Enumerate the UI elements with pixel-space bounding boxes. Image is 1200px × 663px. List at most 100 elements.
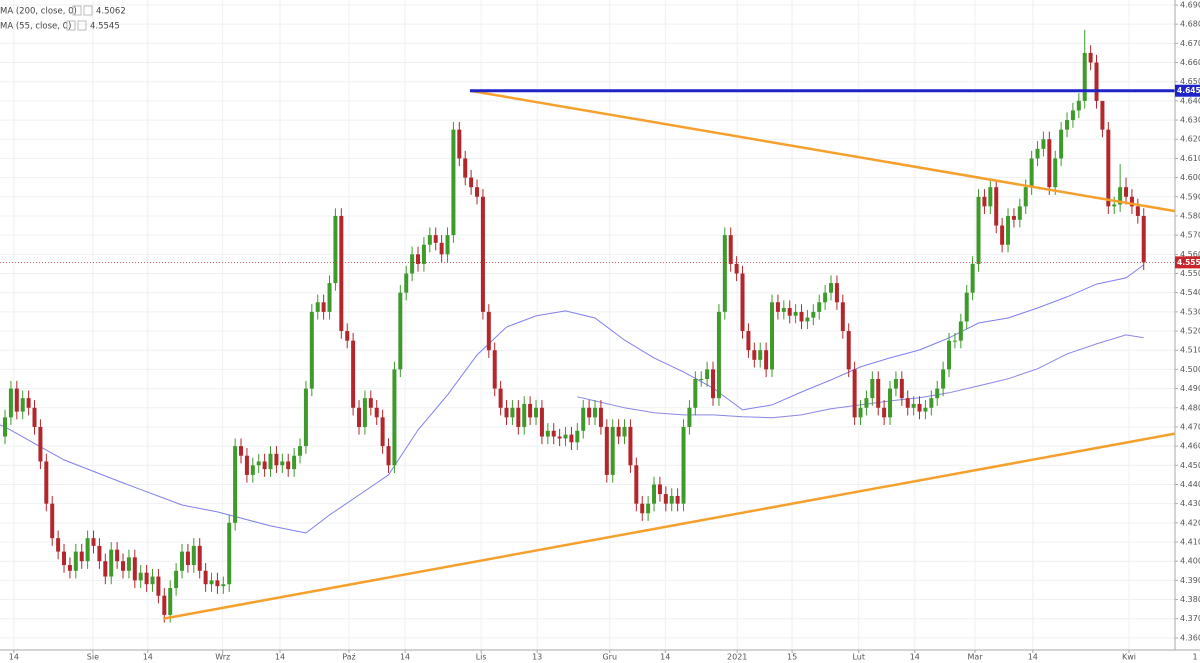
candle-body bbox=[233, 446, 238, 523]
candle-body bbox=[610, 426, 615, 475]
x-tick-label: Kwi bbox=[1122, 653, 1136, 662]
candle-body bbox=[1000, 225, 1005, 245]
y-tick-label: 4.6100 bbox=[1180, 154, 1200, 163]
candle-body bbox=[1112, 204, 1117, 207]
candle-body bbox=[138, 572, 143, 581]
candle-body bbox=[374, 407, 379, 418]
x-tick-label: Mar bbox=[967, 653, 983, 662]
candle-body bbox=[1141, 215, 1146, 263]
candle-body bbox=[1124, 187, 1129, 197]
candle-body bbox=[852, 369, 857, 418]
candle-body bbox=[197, 545, 202, 571]
close-icon[interactable] bbox=[83, 5, 93, 16]
x-tick-label: 13 bbox=[532, 653, 542, 662]
candle-body bbox=[504, 407, 509, 418]
candle-body bbox=[209, 580, 214, 585]
candle-body bbox=[445, 235, 450, 255]
candle-body bbox=[298, 446, 303, 456]
price-tag-label: 4.5558 bbox=[1177, 258, 1200, 267]
candle-body bbox=[79, 551, 84, 562]
trendline bbox=[162, 432, 1176, 620]
candle-body bbox=[728, 235, 733, 264]
candle-body bbox=[421, 244, 426, 264]
candle-body bbox=[50, 503, 55, 539]
candle-body bbox=[829, 283, 834, 293]
candle-body bbox=[486, 311, 491, 351]
candle-body bbox=[1106, 129, 1111, 207]
candle-body bbox=[168, 588, 173, 615]
candle-body bbox=[864, 398, 869, 408]
candle-body bbox=[805, 317, 810, 322]
x-tick-label: 14 bbox=[275, 653, 285, 662]
candle-body bbox=[1082, 52, 1087, 101]
candle-body bbox=[669, 495, 674, 504]
candle-body bbox=[174, 570, 179, 589]
candle-body bbox=[1047, 139, 1052, 188]
candle-body bbox=[752, 350, 757, 360]
candle-body bbox=[398, 292, 403, 370]
settings-icon[interactable] bbox=[66, 20, 76, 31]
candle-body bbox=[911, 403, 916, 408]
candle-body bbox=[239, 446, 244, 456]
candle-body bbox=[758, 350, 763, 360]
candle-body bbox=[740, 273, 745, 332]
candle-body bbox=[1059, 129, 1064, 159]
y-tick-label: 4.4100 bbox=[1180, 538, 1200, 547]
candle-body bbox=[368, 398, 373, 408]
candle-body bbox=[221, 584, 226, 587]
candle-body bbox=[764, 350, 769, 370]
candle-body bbox=[91, 538, 96, 546]
candle-body bbox=[244, 455, 249, 475]
candle-body bbox=[905, 398, 910, 408]
candle-body bbox=[1129, 196, 1134, 207]
candle-body bbox=[652, 484, 657, 504]
settings-icon[interactable] bbox=[72, 5, 82, 16]
candle-body bbox=[539, 407, 544, 437]
candle-body bbox=[876, 378, 881, 408]
candle-body bbox=[404, 273, 409, 293]
candle-body bbox=[410, 254, 415, 274]
candle-body bbox=[817, 302, 822, 312]
candle-body bbox=[775, 302, 780, 312]
y-tick-label: 4.6400 bbox=[1180, 96, 1200, 105]
candle-body bbox=[351, 340, 356, 408]
candle-body bbox=[705, 369, 710, 379]
candle-body bbox=[888, 388, 893, 418]
candle-body bbox=[97, 545, 102, 562]
candle-body bbox=[646, 503, 651, 514]
candle-body bbox=[1011, 215, 1016, 220]
candle-body bbox=[333, 215, 338, 284]
candle-body bbox=[781, 308, 786, 312]
candle-body bbox=[115, 549, 120, 562]
x-tick-label: Lis bbox=[476, 653, 487, 662]
candle-body bbox=[144, 572, 149, 585]
y-tick-label: 4.6600 bbox=[1180, 58, 1200, 67]
candle-body bbox=[846, 331, 851, 370]
y-tick-label: 4.4800 bbox=[1180, 403, 1200, 412]
candle-body bbox=[528, 403, 533, 418]
candle-body bbox=[309, 311, 314, 389]
x-tick-label: Wrz bbox=[215, 653, 230, 662]
x-tick-label: 1 bbox=[1193, 653, 1198, 662]
x-tick-label: 14 bbox=[400, 653, 410, 662]
candle-body bbox=[545, 430, 550, 437]
candle-body bbox=[941, 369, 946, 389]
candle-body bbox=[44, 461, 49, 504]
candle-body bbox=[339, 215, 344, 332]
y-tick-label: 4.5500 bbox=[1180, 269, 1200, 278]
close-icon[interactable] bbox=[77, 20, 87, 31]
candle-body bbox=[315, 302, 320, 312]
candle-body bbox=[834, 283, 839, 303]
candle-body bbox=[988, 187, 993, 207]
candle-body bbox=[427, 235, 432, 245]
x-tick-label: Paź bbox=[342, 653, 356, 662]
candle-body bbox=[380, 417, 385, 447]
legend-label: MA (200, close, 0) bbox=[0, 7, 77, 17]
candle-body bbox=[1041, 139, 1046, 149]
y-tick-label: 4.5100 bbox=[1180, 346, 1200, 355]
candle-body bbox=[357, 407, 362, 427]
candle-body bbox=[510, 407, 515, 418]
candle-body bbox=[185, 551, 190, 566]
x-tick-label: 14 bbox=[910, 653, 920, 662]
x-tick-label: 15 bbox=[787, 653, 797, 662]
